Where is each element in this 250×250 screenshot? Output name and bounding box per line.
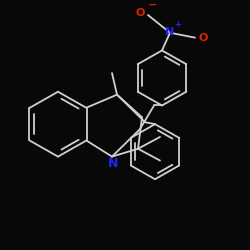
Text: −: − xyxy=(148,0,158,10)
Text: O: O xyxy=(198,33,208,43)
Text: N: N xyxy=(166,27,174,37)
Text: O: O xyxy=(135,8,145,18)
Text: N: N xyxy=(108,157,118,170)
Text: +: + xyxy=(174,20,182,29)
